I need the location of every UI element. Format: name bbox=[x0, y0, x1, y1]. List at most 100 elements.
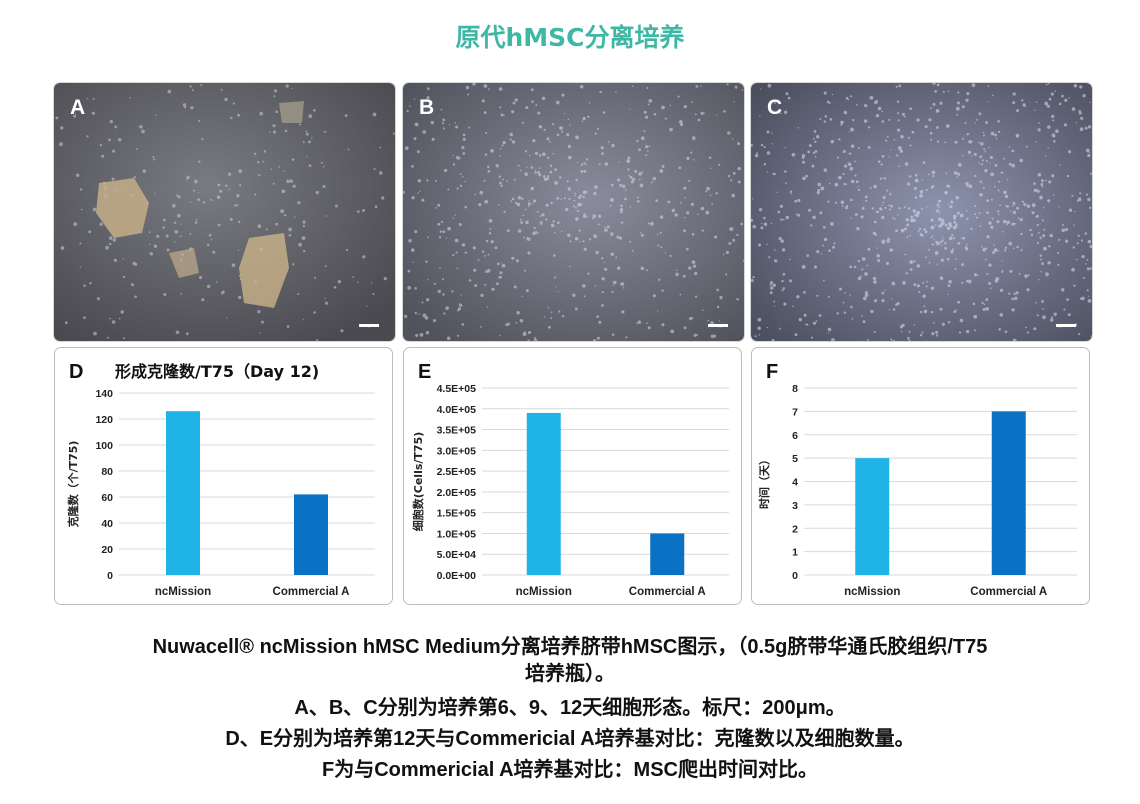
cell-dot bbox=[216, 281, 218, 283]
cell-dot bbox=[201, 298, 205, 302]
cell-dot bbox=[154, 192, 156, 195]
cell-dot bbox=[488, 88, 490, 90]
cell-dot bbox=[197, 191, 199, 194]
cell-dot bbox=[1058, 102, 1062, 106]
cell-dot bbox=[1040, 258, 1042, 261]
scale-bar bbox=[359, 324, 379, 327]
cell-dot bbox=[108, 236, 113, 240]
cell-dot bbox=[522, 214, 525, 217]
cell-dot bbox=[888, 208, 891, 211]
cell-dot bbox=[648, 145, 651, 147]
cell-dot bbox=[438, 236, 442, 239]
cell-dot bbox=[817, 188, 821, 192]
cell-dot bbox=[593, 234, 598, 239]
cell-dot bbox=[149, 243, 151, 246]
cell-dot bbox=[876, 254, 880, 258]
cell-dot bbox=[1001, 269, 1003, 272]
cell-dot bbox=[298, 123, 302, 126]
cell-dot bbox=[627, 156, 631, 160]
cell-dot bbox=[850, 95, 853, 98]
cell-dot bbox=[1068, 96, 1070, 99]
cell-dot bbox=[993, 248, 998, 252]
cell-dot bbox=[889, 193, 892, 196]
cell-dot bbox=[904, 253, 907, 256]
cell-dot bbox=[411, 196, 415, 200]
cell-dot bbox=[457, 307, 462, 311]
cell-dot bbox=[988, 146, 990, 149]
cell-dot bbox=[484, 255, 486, 257]
cell-dot bbox=[828, 249, 831, 253]
cell-dot bbox=[582, 240, 585, 243]
cell-dot bbox=[567, 144, 571, 149]
cell-dot bbox=[487, 165, 490, 169]
cell-dot bbox=[524, 269, 526, 272]
cell-dot bbox=[1003, 157, 1006, 160]
cell-dot bbox=[944, 190, 948, 195]
cell-dot bbox=[961, 237, 963, 240]
cell-dot bbox=[577, 202, 582, 207]
cell-dot bbox=[1085, 148, 1090, 153]
cell-dot bbox=[198, 120, 201, 123]
cell-dot bbox=[877, 259, 881, 263]
cell-dot bbox=[872, 276, 877, 281]
x-category-label: Commercial A bbox=[629, 586, 706, 598]
cell-dot bbox=[774, 259, 778, 263]
cell-dot bbox=[1012, 101, 1016, 105]
cell-dot bbox=[442, 293, 445, 296]
cell-dot bbox=[55, 116, 59, 120]
cell-dot bbox=[445, 237, 447, 239]
cell-dot bbox=[316, 339, 319, 341]
cell-dot bbox=[1074, 210, 1076, 213]
cell-dot bbox=[844, 206, 848, 210]
cell-dot bbox=[871, 207, 874, 210]
cell-dot bbox=[306, 156, 308, 158]
y-tick-label: 4.5E+05 bbox=[437, 383, 477, 395]
cell-dot bbox=[1018, 272, 1021, 275]
cell-dot bbox=[954, 225, 958, 228]
cell-dot bbox=[683, 186, 687, 190]
cell-dot bbox=[1006, 179, 1009, 181]
cell-dot bbox=[718, 163, 721, 166]
cell-dot bbox=[922, 295, 925, 298]
cell-dot bbox=[511, 110, 515, 114]
cell-dot bbox=[643, 110, 647, 114]
cell-dot bbox=[425, 98, 428, 101]
cell-dot bbox=[727, 174, 731, 178]
cell-dot bbox=[1037, 231, 1040, 234]
cell-dot bbox=[132, 261, 136, 266]
cell-dot bbox=[769, 286, 774, 290]
image-label-a: A bbox=[70, 96, 86, 119]
cell-dot bbox=[880, 163, 883, 166]
cell-dot bbox=[848, 152, 852, 155]
y-tick-label: 0 bbox=[792, 570, 798, 582]
cell-dot bbox=[302, 141, 305, 144]
cell-dot bbox=[669, 104, 671, 107]
cell-dot bbox=[909, 268, 913, 271]
cell-dot bbox=[1004, 250, 1006, 252]
cell-dot bbox=[373, 168, 376, 171]
cell-dot bbox=[558, 310, 561, 313]
cell-dot bbox=[521, 197, 524, 200]
cell-dot bbox=[948, 236, 953, 241]
cell-dot bbox=[283, 214, 287, 217]
cell-dot bbox=[810, 224, 813, 227]
cell-dot bbox=[422, 130, 426, 134]
cell-dot bbox=[877, 160, 881, 163]
cell-dot bbox=[411, 165, 414, 168]
cell-dot bbox=[530, 88, 534, 92]
cell-dot bbox=[1004, 248, 1007, 251]
cell-dot bbox=[379, 171, 383, 175]
cell-dot bbox=[122, 275, 126, 279]
cell-dot bbox=[582, 213, 586, 217]
cell-dot bbox=[928, 248, 931, 251]
cell-dot bbox=[499, 155, 502, 157]
cell-dot bbox=[997, 210, 1000, 213]
cell-dot bbox=[773, 305, 776, 308]
cell-dot bbox=[1087, 299, 1092, 303]
cell-dot bbox=[898, 84, 902, 88]
cell-dot bbox=[1088, 206, 1092, 210]
cell-dot bbox=[761, 223, 763, 225]
cell-dot bbox=[822, 244, 825, 247]
cell-dot bbox=[312, 108, 316, 112]
cell-dot bbox=[932, 322, 935, 324]
